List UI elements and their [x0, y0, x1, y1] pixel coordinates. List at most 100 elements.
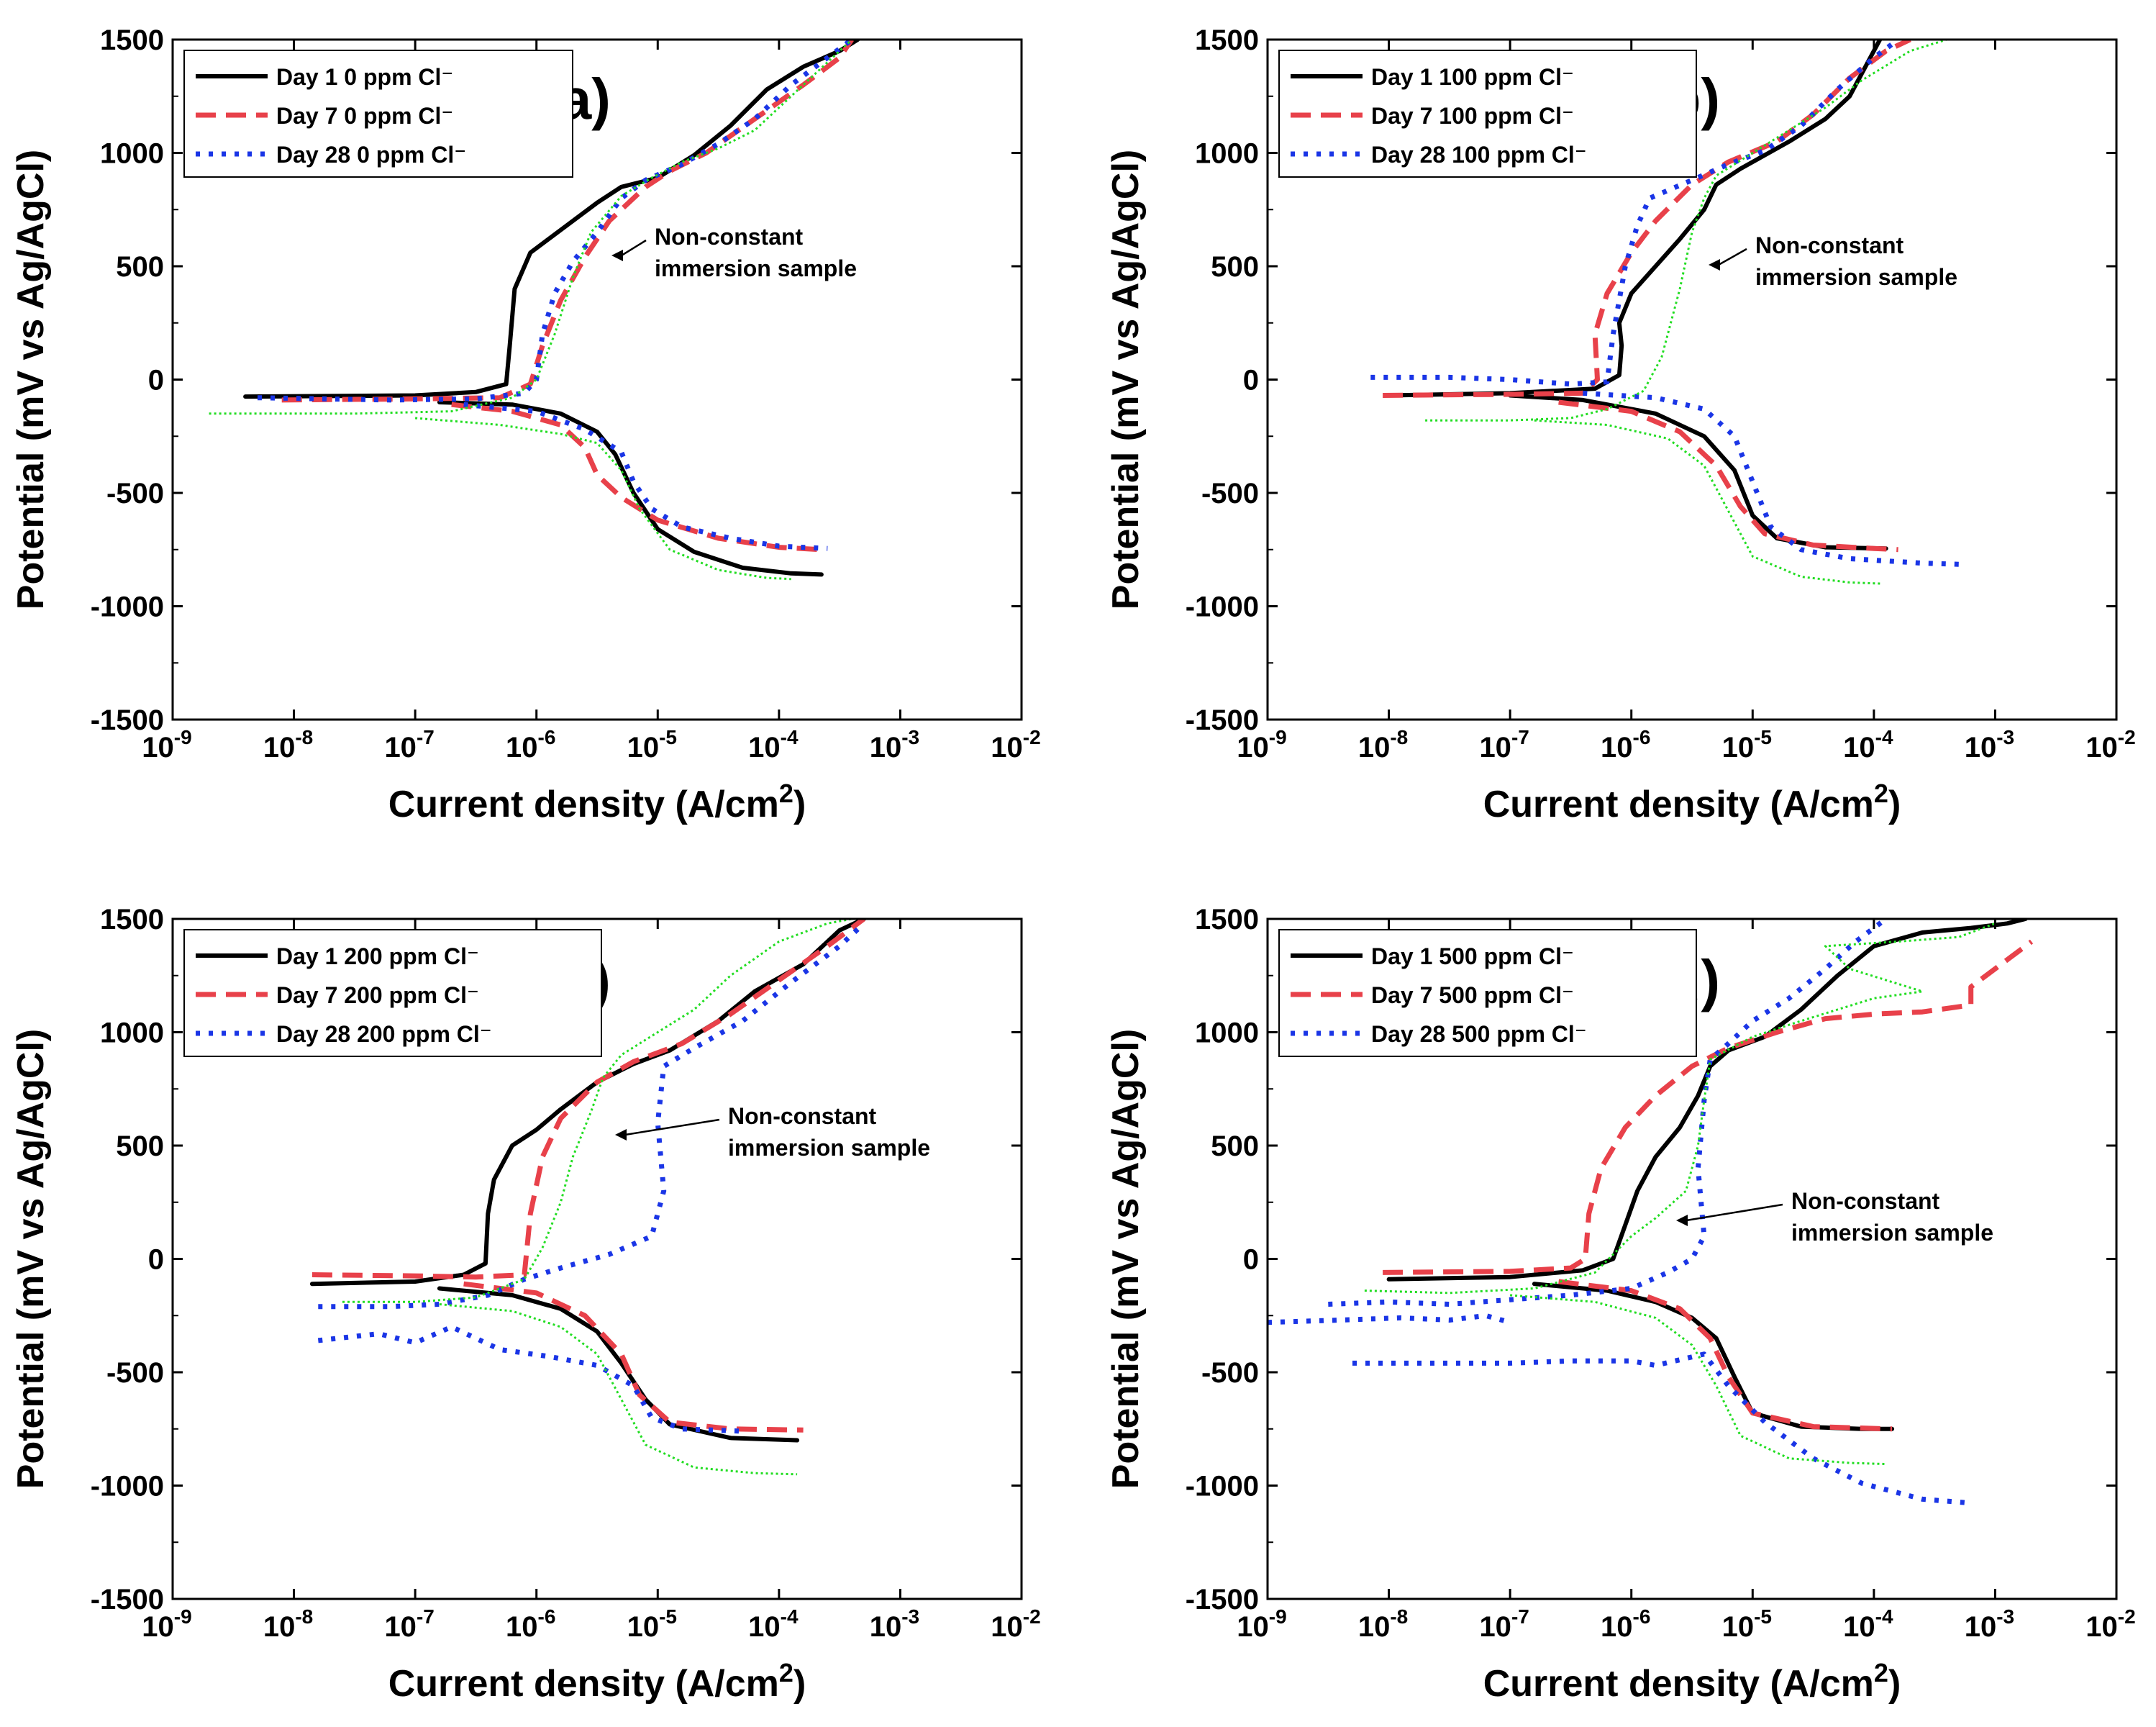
legend-box [183, 929, 602, 1057]
series-line-5 [1370, 40, 1900, 387]
panels: 10-9 10-8 10-7 10-6 10-5 10-4 10-3 10-2 -1500 -10… [10, 24, 2136, 1705]
annotation-arrow [1718, 248, 1747, 266]
x-tick-label: 10-8 [263, 726, 313, 763]
series-line-2 [437, 400, 824, 577]
y-tick-label: -500 [106, 1357, 164, 1389]
y-tick-label: 1000 [1195, 138, 1259, 170]
series-line-6 [1583, 390, 1960, 567]
series-line-6 [1268, 1313, 1511, 1325]
y-tick-label: -1500 [91, 1584, 164, 1615]
legend-label: Day 28 100 ppm Cl⁻ [1371, 142, 1587, 168]
panel-2: 10-9 10-8 10-7 10-6 10-5 10-4 10-3 10-2-1500-10… [1105, 24, 2136, 825]
series-line-8 [1364, 922, 1996, 1295]
annotation-text: Non-constant [1755, 232, 1904, 258]
y-tick-label: 1000 [1195, 1017, 1259, 1049]
legend-label: Day 28 0 ppm Cl⁻ [276, 142, 466, 168]
y-tick-label: 1000 [100, 138, 164, 170]
y-axis-label: Potential (mV vs Ag/AgCl) [1105, 150, 1147, 609]
annotation-text: immersion sample [728, 1135, 930, 1161]
y-tick-label: -1500 [1186, 704, 1259, 736]
series-line-5 [1328, 919, 1888, 1307]
y-tick-label: 0 [1243, 1244, 1259, 1276]
y-tick-label: -1000 [1186, 1471, 1259, 1502]
legend-label: Day 1 200 ppm Cl⁻ [276, 943, 479, 969]
y-tick-label: 500 [1211, 1130, 1259, 1162]
series-line-8 [1534, 419, 1880, 585]
legend: Day 1 100 ppm Cl⁻ Day 7 100 ppm Cl⁻ Day 28… [1278, 50, 1697, 178]
x-tick-label: 10-6 [1601, 1605, 1650, 1643]
series-line-7 [209, 40, 853, 415]
x-tick-label: 10-4 [748, 1605, 799, 1643]
legend-label: Day 28 500 ppm Cl⁻ [1371, 1021, 1587, 1047]
y-tick-label: -1000 [1186, 591, 1259, 623]
legend-label: Day 7 200 ppm Cl⁻ [276, 982, 479, 1008]
series-line-4 [451, 402, 822, 553]
annotation-text: Non-constant [1791, 1188, 1940, 1214]
y-tick-label: 500 [116, 251, 164, 283]
y-tick-label: 1500 [1195, 24, 1259, 56]
arrowhead-icon [1709, 259, 1720, 271]
legend: Day 1 200 ppm Cl⁻ Day 7 200 ppm Cl⁻ Day 28… [183, 929, 602, 1057]
legend-label: Day 1 100 ppm Cl⁻ [1371, 64, 1574, 90]
annotation-text: immersion sample [655, 255, 857, 281]
legend: Day 1 500 ppm Cl⁻ Day 7 500 ppm Cl⁻ Day 28… [1278, 929, 1697, 1057]
series-line-1 [309, 919, 866, 1287]
legend-box [1278, 50, 1697, 178]
y-tick-label: -500 [106, 478, 164, 509]
y-tick-label: 1000 [100, 1017, 164, 1049]
annotation: Non-constant immersion sample [1676, 1188, 1993, 1246]
annotation-arrow [1686, 1203, 1783, 1222]
x-tick-label: 10-5 [1722, 726, 1772, 763]
x-tick-label: 10-6 [506, 726, 555, 763]
y-tick-label: -1500 [91, 704, 164, 736]
series-line-7 [1352, 1351, 1965, 1505]
x-tick-label: 10-9 [1237, 1605, 1286, 1643]
y-tick-label: -500 [1201, 1357, 1259, 1389]
legend-label: Day 7 100 ppm Cl⁻ [1371, 103, 1574, 129]
series-line-3 [281, 40, 854, 403]
series-line-2 [437, 1286, 800, 1443]
annotation-text: Non-constant [728, 1103, 877, 1129]
legend-box [1278, 929, 1697, 1057]
series-group [209, 40, 860, 581]
y-axis-label: Potential (mV vs Ag/AgCl) [10, 1029, 52, 1489]
y-tick-label: 1500 [1195, 904, 1259, 935]
y-tick-label: 1500 [100, 904, 164, 935]
series-line-3 [311, 919, 865, 1280]
y-tick-label: -1500 [1186, 1584, 1259, 1615]
y-tick-label: -500 [1201, 478, 1259, 509]
annotation-text: immersion sample [1791, 1220, 1993, 1246]
x-tick-label: 10-7 [384, 1605, 434, 1643]
series-line-1 [1386, 919, 2028, 1282]
annotation-text: immersion sample [1755, 264, 1957, 290]
annotation: Non-constant immersion sample [615, 1103, 930, 1161]
legend-label: Day 1 0 ppm Cl⁻ [276, 64, 453, 90]
series-line-7 [1425, 40, 1947, 422]
arrowhead-icon [611, 250, 623, 261]
y-tick-label: 0 [148, 1244, 164, 1276]
legend-label: Day 7 500 ppm Cl⁻ [1371, 982, 1574, 1008]
series-group [1268, 919, 2034, 1505]
series-group [309, 919, 866, 1476]
legend-label: Day 28 200 ppm Cl⁻ [276, 1021, 492, 1047]
y-tick-label: 500 [116, 1130, 164, 1162]
series-line-5 [257, 40, 854, 403]
panel-3: 10-9 10-8 10-7 10-6 10-5 10-4 10-3 10-2-1500-10… [10, 904, 1041, 1705]
series-line-6 [317, 1324, 743, 1434]
y-tick-label: 0 [148, 365, 164, 396]
series-line-8 [414, 417, 791, 581]
y-tick-label: 1500 [100, 24, 164, 56]
x-tick-label: 10-4 [1843, 1605, 1893, 1643]
annotation-arrow [621, 239, 647, 257]
series-line-4 [1558, 399, 1898, 553]
y-axis-label: Potential (mV vs Ag/AgCl) [1105, 1029, 1147, 1489]
series-line-1 [1386, 40, 1883, 398]
annotation-arrow [624, 1118, 720, 1136]
series-line-3 [1383, 939, 2034, 1275]
x-axis-label: Current density (A/cm2) [388, 779, 806, 825]
y-tick-label: 500 [1211, 251, 1259, 283]
x-tick-label: 10-2 [991, 726, 1040, 763]
x-axis-label: Current density (A/cm2) [1483, 1658, 1901, 1705]
